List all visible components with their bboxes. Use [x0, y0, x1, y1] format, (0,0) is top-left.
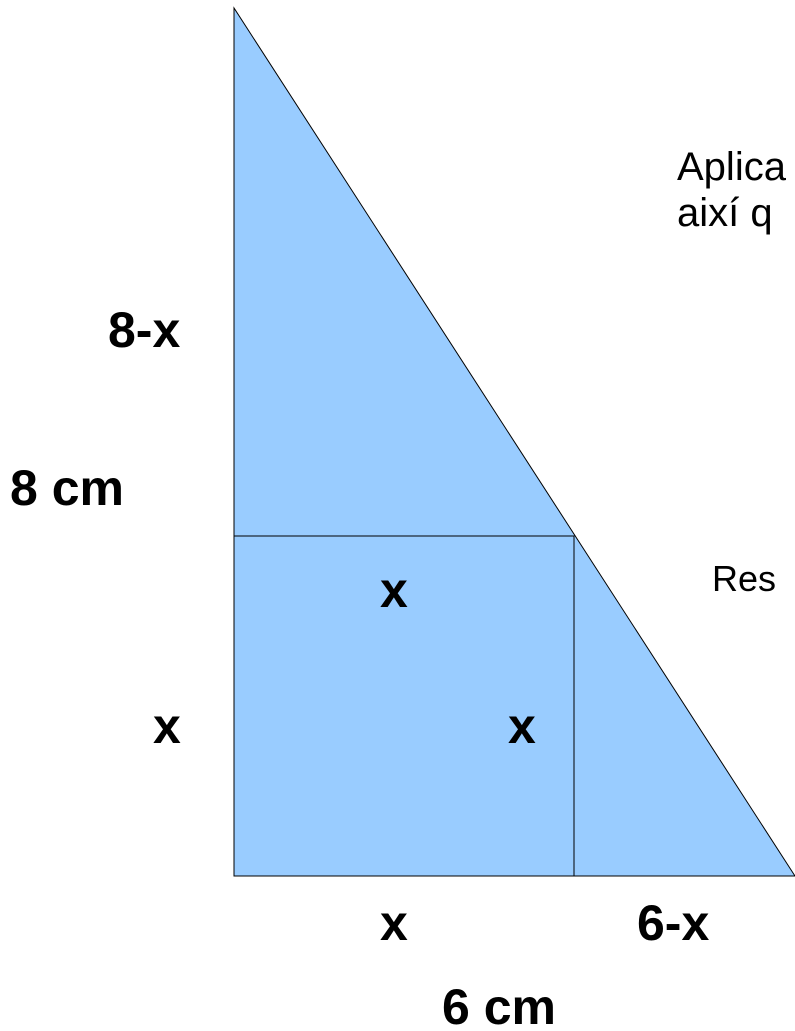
label-square-right: x	[508, 698, 536, 754]
label-bottom-total: 6 cm	[442, 979, 556, 1031]
label-square-top: x	[380, 562, 408, 618]
text-line-2: així q	[677, 191, 773, 235]
label-left-total: 8 cm	[10, 460, 124, 516]
text-line-3: Res	[712, 558, 776, 599]
text-line-1: Aplica	[677, 145, 787, 189]
label-bottom-right: 6-x	[637, 895, 709, 951]
label-left-upper: 8-x	[108, 302, 180, 358]
inscribed-square	[233, 535, 575, 877]
label-bottom-left: x	[380, 895, 408, 951]
label-left-lower: x	[153, 698, 181, 754]
